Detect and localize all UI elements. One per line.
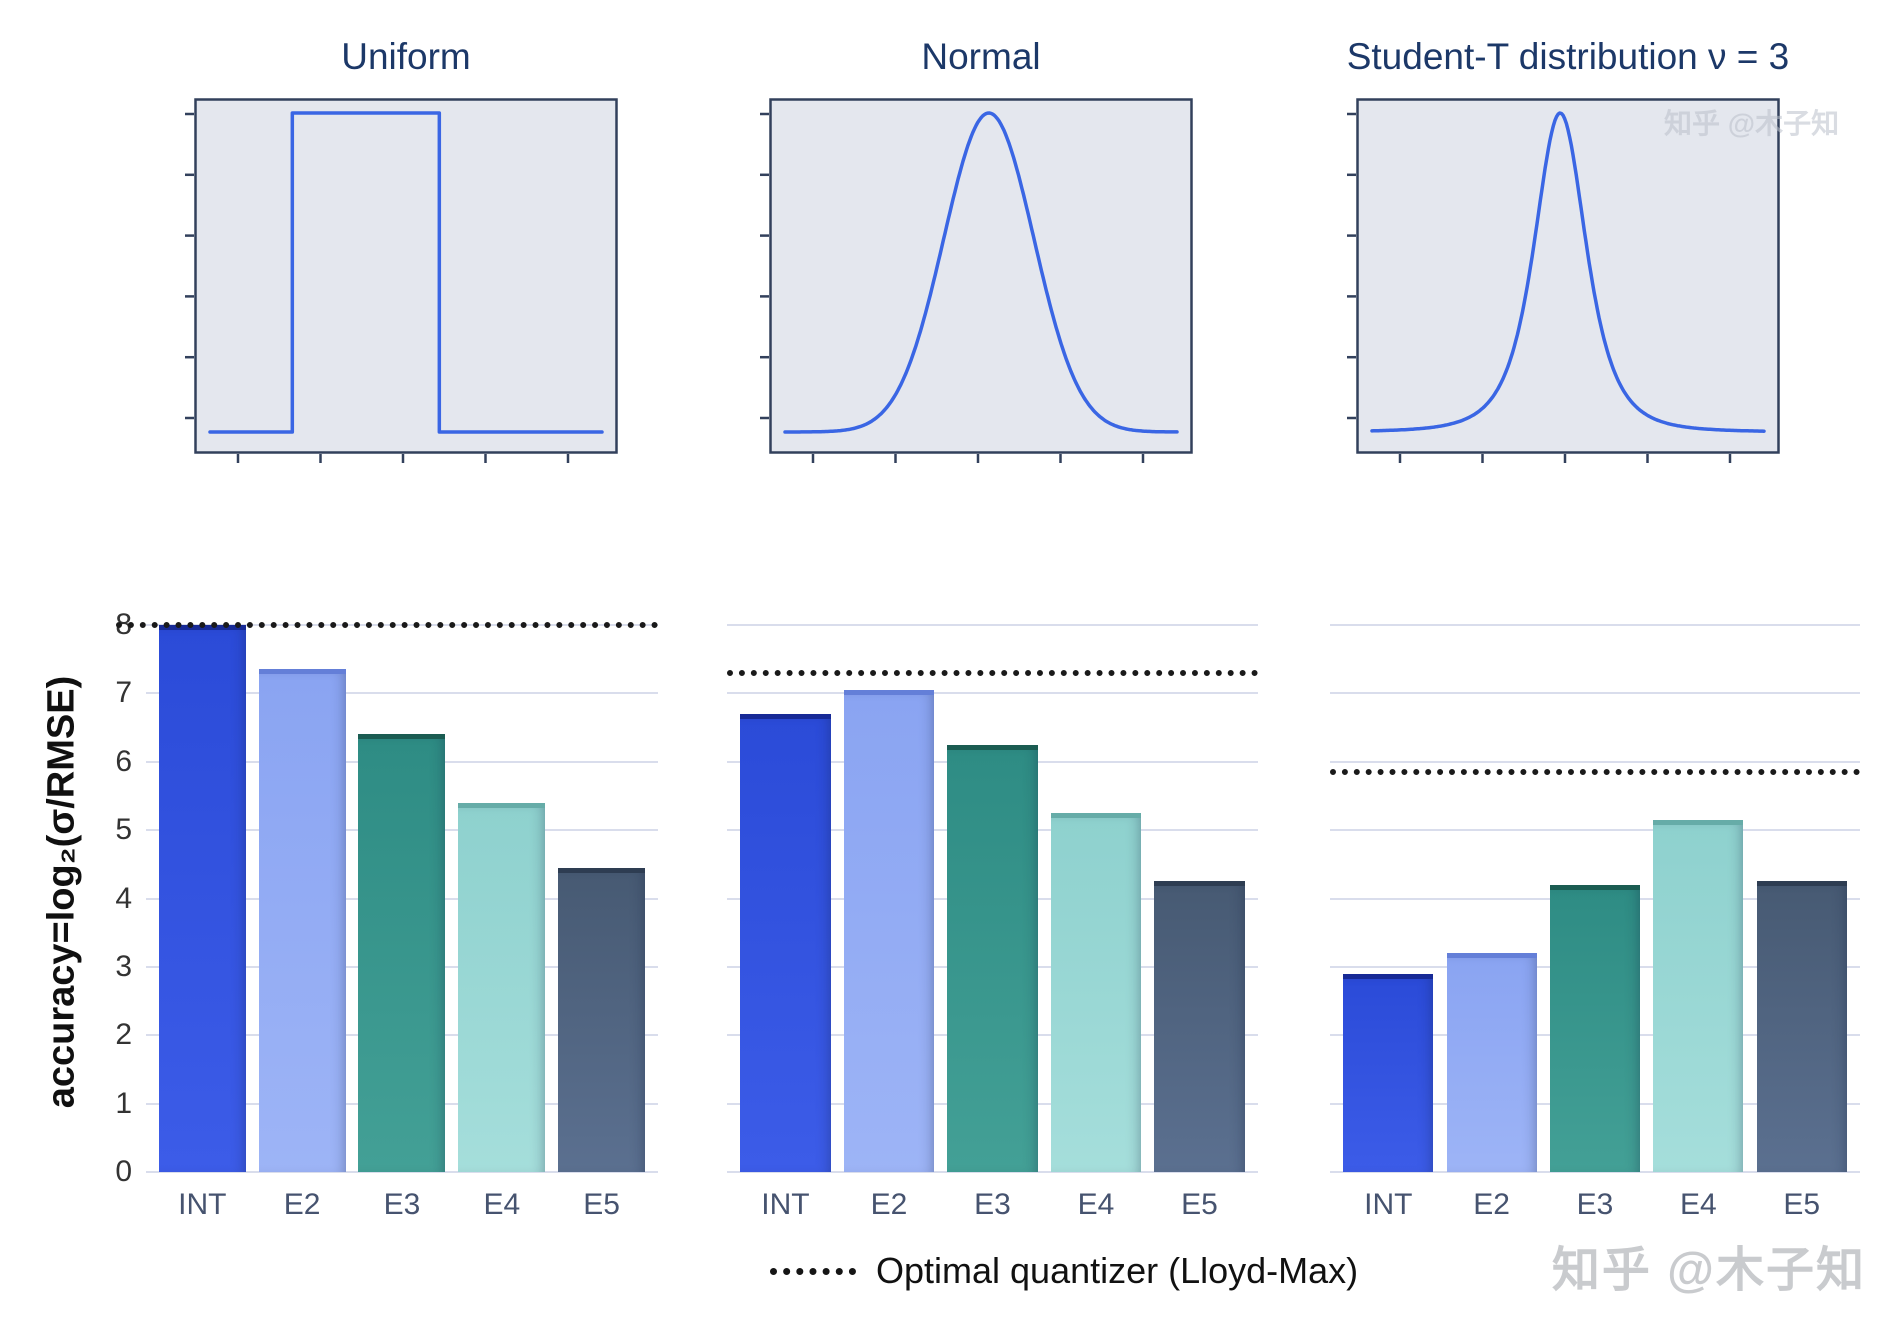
- plot-frame: [1356, 98, 1780, 454]
- uniform-pdf-plot: [185, 98, 618, 463]
- bar-e3: [358, 734, 446, 1172]
- gridline: [1330, 829, 1860, 832]
- legend-label: Optimal quantizer (Lloyd-Max): [876, 1250, 1359, 1291]
- gridline: [1330, 760, 1860, 763]
- density-panel-uniform: Uniform: [185, 34, 618, 474]
- bar-e3: [1549, 884, 1641, 1172]
- x-tick-label: E3: [1576, 1188, 1614, 1221]
- density-panel-student-t: Student-T distribution ν = 3: [1347, 34, 1789, 474]
- normal-curve: [783, 111, 1179, 434]
- gridline: [727, 692, 1258, 695]
- y-tick-label: 0: [115, 1155, 132, 1188]
- bar-e3: [947, 744, 1038, 1172]
- gridline: [1330, 624, 1860, 626]
- x-tick-label: E2: [1473, 1188, 1510, 1221]
- bars-row: [1330, 625, 1860, 1172]
- y-axis-label: accuracy=log₂(σ/RMSE): [40, 675, 83, 1109]
- x-tick-label: E4: [1077, 1188, 1115, 1221]
- uniform-curve: [208, 111, 604, 434]
- y-tick-label: 4: [115, 881, 132, 915]
- optimal-quantizer-line: [1330, 769, 1860, 776]
- x-tick-label: INT: [1364, 1188, 1413, 1221]
- bar-e4: [1050, 813, 1142, 1172]
- optimal-quantizer-line: [116, 622, 658, 628]
- bar-e5: [1154, 881, 1245, 1172]
- bar-int: [158, 625, 246, 1172]
- gridline: [146, 692, 658, 695]
- bar-chart-normal: INT E2 E3 E4 E5: [727, 624, 1258, 1221]
- x-axis-labels: INT E2 E3 E4 E5: [727, 1188, 1258, 1222]
- bar-e5: [558, 867, 646, 1172]
- legend: Optimal quantizer (Lloyd-Max): [770, 1250, 1358, 1292]
- x-tick-label: INT: [178, 1188, 227, 1221]
- panel-title-uniform: Uniform: [341, 36, 471, 77]
- bar-e2: [258, 669, 346, 1172]
- panel-title-student-t: Student-T distribution ν = 3: [1346, 36, 1790, 77]
- student-t-pdf-plot: [1347, 98, 1780, 463]
- x-tick-label: INT: [761, 1188, 810, 1221]
- x-tick-label: E4: [483, 1188, 521, 1221]
- bar-chart-uniform: INT E2 E3 E4 E5: [116, 622, 658, 1221]
- gridline: [1330, 692, 1860, 695]
- site-watermark: 知乎 @木子知: [1551, 1244, 1866, 1297]
- y-tick-label: 1: [115, 1086, 132, 1120]
- gridline: [727, 1171, 1258, 1173]
- x-axis-labels: INT E2 E3 E4 E5: [146, 1188, 658, 1222]
- density-panel-normal: Normal: [760, 34, 1193, 474]
- gridline: [727, 624, 1258, 626]
- x-tick-label: E3: [383, 1188, 421, 1221]
- bars-row: [146, 625, 658, 1172]
- y-tick-label: 7: [115, 676, 132, 710]
- x-tick-label: E5: [1783, 1188, 1821, 1221]
- optimal-quantizer-line: [727, 669, 1258, 676]
- x-axis-labels: INT E2 E3 E4 E5: [1330, 1188, 1860, 1222]
- x-tick-label: E5: [1181, 1188, 1218, 1221]
- bar-e5: [1756, 881, 1847, 1172]
- bars-row: [727, 625, 1258, 1172]
- dotted-line-sample-icon: [770, 1267, 856, 1275]
- y-tick-label: 5: [115, 813, 132, 847]
- faint-watermark: 知乎 @木子知: [1664, 108, 1840, 139]
- y-tick-label: 2: [115, 1018, 132, 1052]
- normal-pdf-plot: [760, 98, 1193, 463]
- plot-frame: [769, 98, 1193, 454]
- bar-int: [740, 713, 831, 1172]
- x-tick-label: E2: [870, 1188, 908, 1221]
- y-tick-label: 3: [115, 949, 132, 983]
- bar-e2: [1446, 953, 1537, 1172]
- bar-e2: [843, 689, 935, 1172]
- gridline: [1330, 1171, 1860, 1173]
- bar-chart-student-t: INT E2 E3 E4 E5: [1330, 624, 1860, 1221]
- y-tick-label: 6: [115, 744, 132, 778]
- x-tick-label: E5: [583, 1188, 620, 1221]
- student-t-curve: [1370, 111, 1766, 433]
- panel-title-normal: Normal: [921, 36, 1041, 77]
- plot-frame: [194, 98, 618, 454]
- x-tick-label: E2: [283, 1188, 321, 1221]
- x-tick-label: E3: [974, 1188, 1011, 1221]
- gridline: [146, 1171, 658, 1173]
- bar-e4: [458, 802, 546, 1172]
- x-tick-label: E4: [1679, 1188, 1717, 1221]
- bar-int: [1343, 973, 1434, 1172]
- bar-e4: [1653, 819, 1744, 1172]
